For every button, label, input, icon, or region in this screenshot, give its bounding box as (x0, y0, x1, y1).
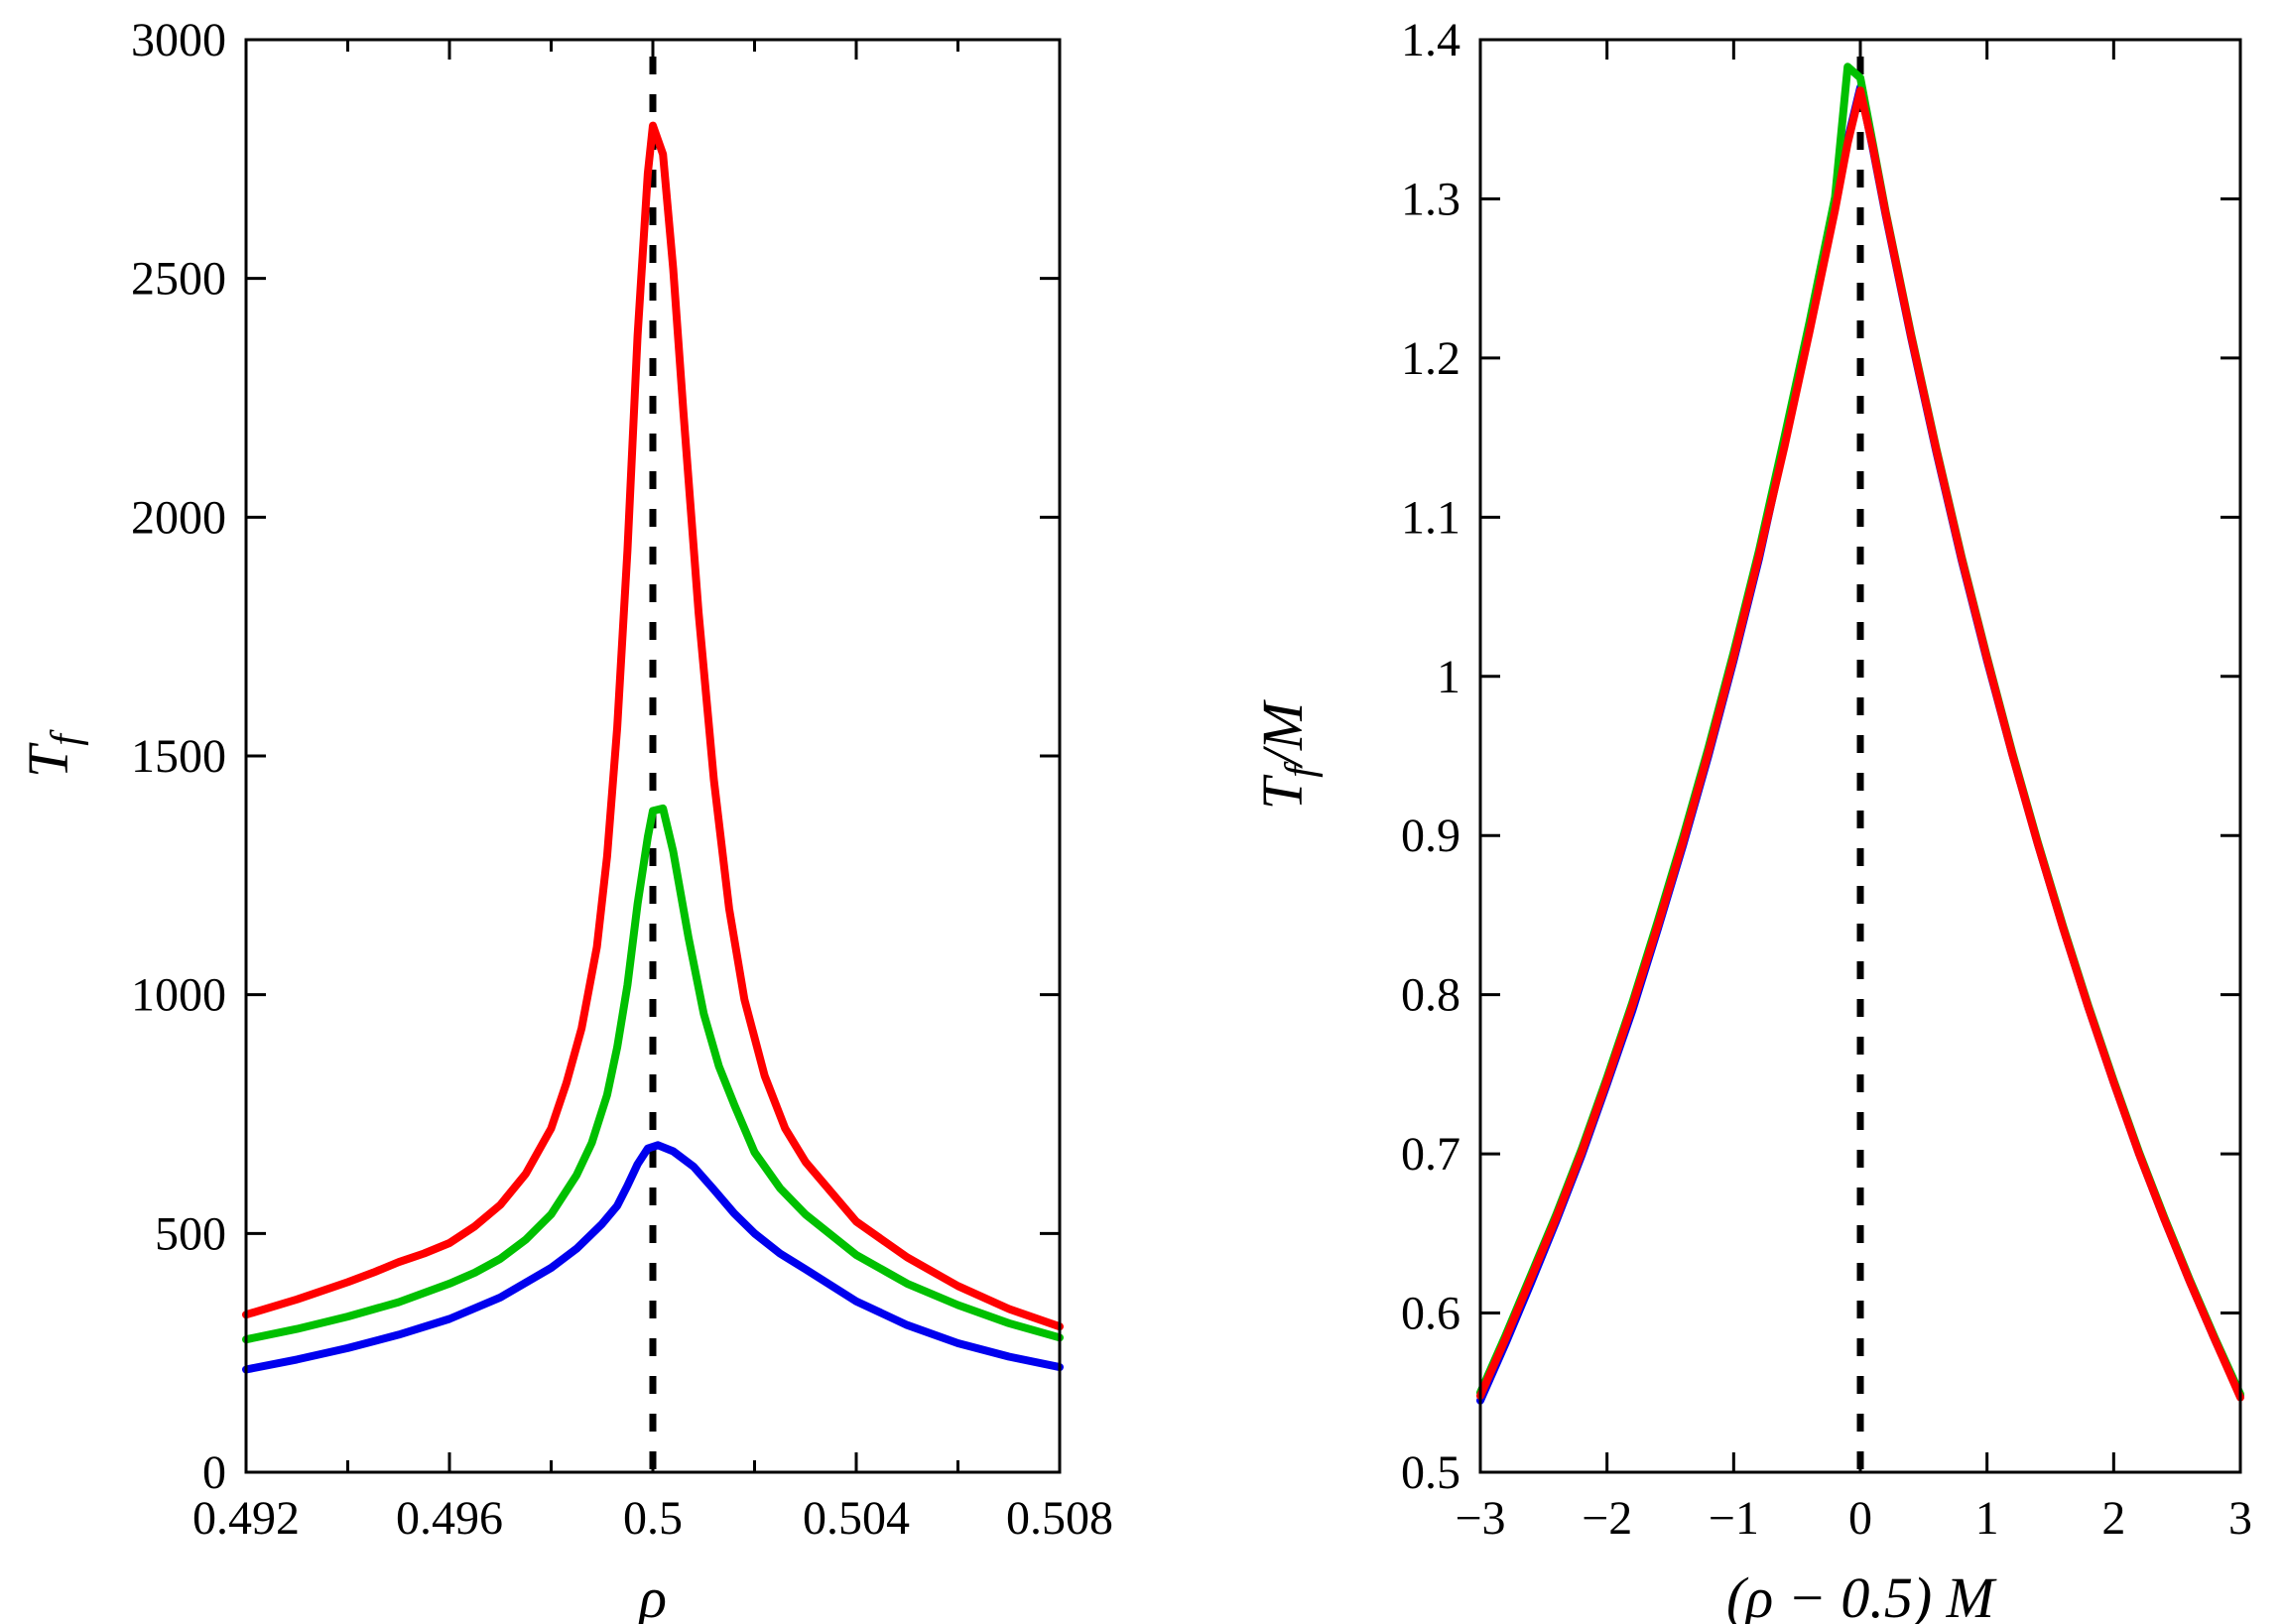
left-x-tick-label: 0.492 (192, 1492, 300, 1545)
right-y-axis-title: Tf/M (1250, 699, 1324, 810)
right-red-curve (1476, 86, 2244, 1402)
right-y-tick-label: 0.5 (1401, 1446, 1460, 1499)
right-x-tick-label: −3 (1455, 1492, 1505, 1545)
right-y-tick-label: 1 (1437, 651, 1460, 703)
left-y-tick-label: 0 (202, 1446, 226, 1499)
right-y-tick-label: 0.8 (1401, 969, 1460, 1022)
right-x-tick-label: −2 (1582, 1492, 1632, 1545)
right-y-tick-label: 0.7 (1401, 1128, 1460, 1181)
left-y-tick-label: 2500 (131, 253, 226, 306)
right-x-tick-label: 0 (1848, 1492, 1872, 1545)
left-x-tick-label: 0.504 (803, 1492, 910, 1545)
right-y-tick-label: 0.9 (1401, 810, 1460, 862)
right-x-tick-label: 1 (1975, 1492, 1999, 1545)
left-blue-curve (242, 1141, 1064, 1374)
left-y-tick-label: 3000 (131, 14, 226, 66)
left-x-tick-label: 0.508 (1006, 1492, 1113, 1545)
chart-right: −3 −2 −1 0 1 2 3 0.5 0.6 0.7 0.8 0.9 1 1.1 1.2 1.3 1.4 (ρ… (1250, 14, 2252, 1624)
left-y-tick-label: 1500 (131, 730, 226, 783)
left-x-tick-label: 0.5 (623, 1492, 683, 1545)
chart-left: 0.492 0.496 0.5 0.504 0.508 0 500 1000 1500 2000 2… (16, 14, 1113, 1624)
right-x-tick-label: 3 (2228, 1492, 2252, 1545)
right-y-tick-label: 1.2 (1401, 332, 1460, 385)
right-x-axis-title: (ρ − 0.5) M (1726, 1565, 1997, 1624)
right-x-tick-label: 2 (2101, 1492, 2125, 1545)
right-y-tick-label: 1.4 (1401, 14, 1460, 66)
right-y-tick-label: 1.1 (1401, 491, 1460, 544)
left-green-curve (242, 804, 1064, 1344)
left-x-tick-label: 0.496 (396, 1492, 503, 1545)
left-y-tick-label: 500 (155, 1207, 226, 1260)
left-y-tick-label: 2000 (131, 491, 226, 544)
right-y-tick-label: 1.3 (1401, 173, 1460, 225)
right-y-tick-label: 0.6 (1401, 1288, 1460, 1340)
left-red-curve (242, 121, 1064, 1331)
right-x-tick-label: −1 (1709, 1492, 1759, 1545)
left-x-axis-title: ρ (637, 1565, 667, 1624)
left-y-tick-label: 1000 (131, 969, 226, 1022)
